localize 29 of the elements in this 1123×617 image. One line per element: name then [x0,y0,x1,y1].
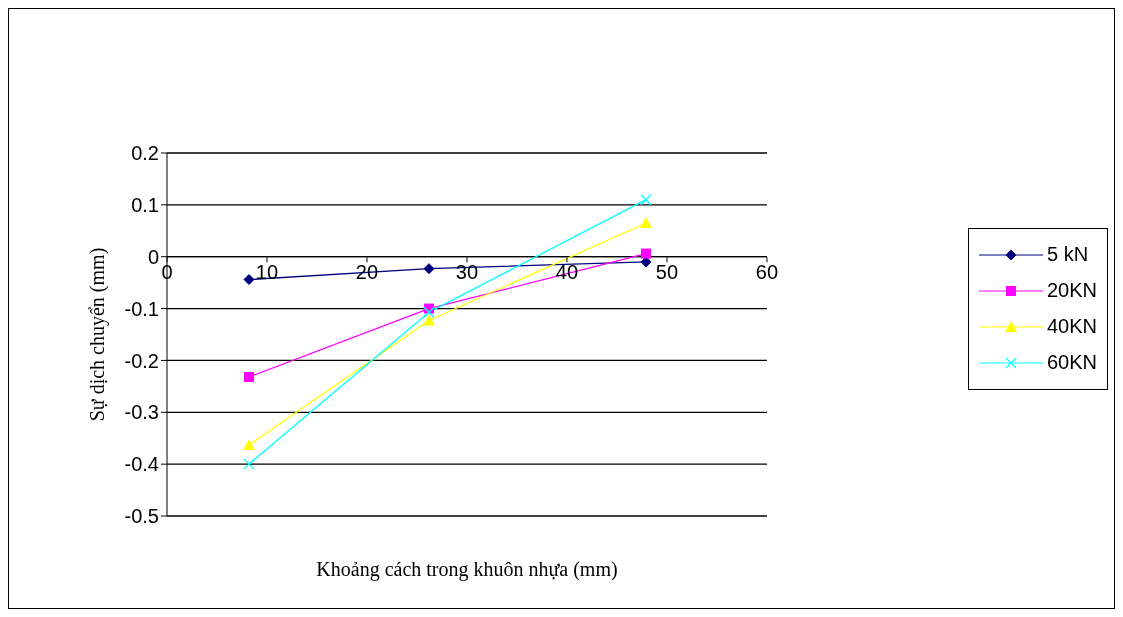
x-tick-label: 0 [161,261,173,284]
y-tick-label: 0 [147,245,159,268]
y-tick-label: -0.4 [124,453,159,476]
point [640,194,652,206]
point [422,314,435,326]
legend-label: 40KN [1046,315,1097,338]
y-tick-label: 0.1 [131,193,159,216]
legend-label: 5 kN [1046,243,1089,266]
y-axis-title: Sự dịch chuyển (mm) [86,247,110,422]
point [243,438,255,450]
point [423,306,435,318]
point [640,248,651,259]
x-tick-label: 50 [655,261,679,284]
legend-label: 60KN [1046,351,1097,374]
x-axis-title: Khoảng cách trong khuôn nhựa (mm) [316,558,618,581]
y-tick-label: -0.3 [124,401,159,424]
point [244,372,254,383]
point [639,217,652,229]
point [243,458,255,470]
x-tick-label: 30 [455,261,479,284]
x-tick-label: 10 [255,261,279,284]
point [243,274,255,286]
y-tick-label: 0.2 [131,142,159,165]
point [423,263,435,275]
y-tick-label: -0.2 [124,349,159,372]
y-tick-label: -0.1 [124,297,159,320]
y-tick-label: -0.5 [124,505,159,528]
legend-label: 20KN [1046,279,1097,302]
x-tick-label: 60 [755,261,779,284]
